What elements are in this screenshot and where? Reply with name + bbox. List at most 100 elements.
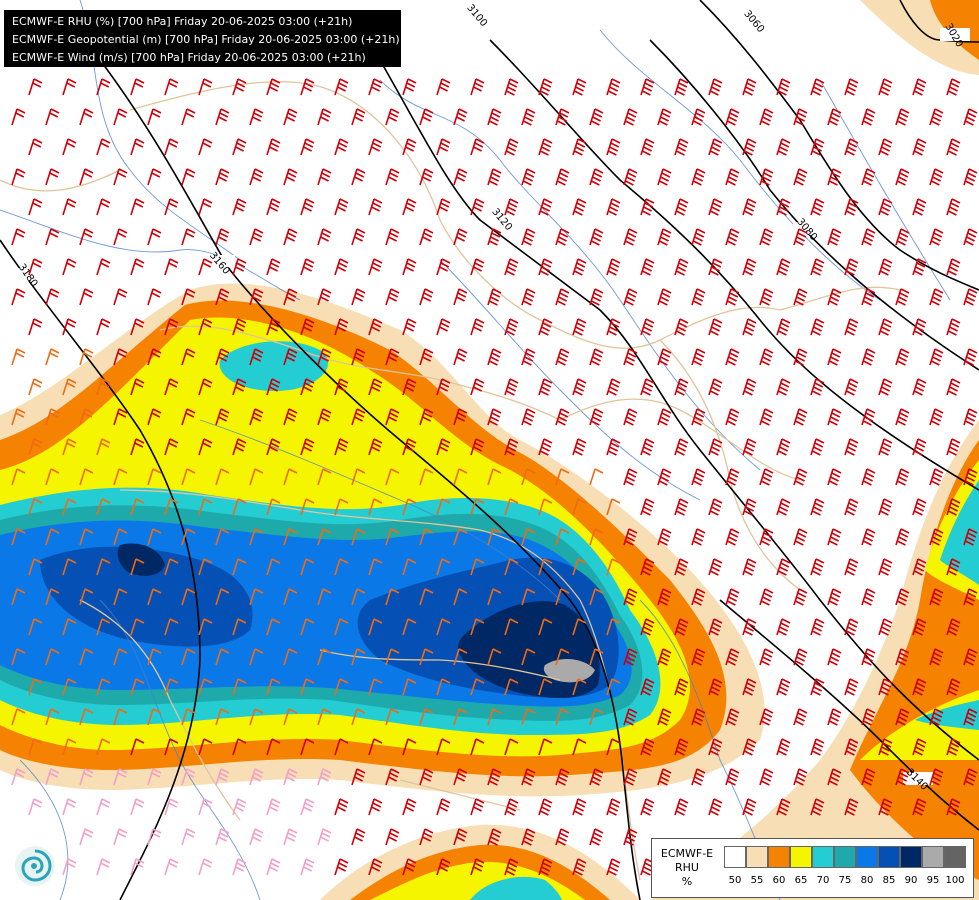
wind-barb (130, 138, 145, 156)
wind-barb (368, 318, 383, 336)
wind-barb (963, 768, 978, 786)
wind-barb (776, 258, 791, 276)
wind-barb (572, 498, 587, 516)
wind-barb (79, 288, 94, 306)
wind-barb (300, 378, 315, 396)
wind-barb (283, 588, 298, 606)
wind-barb (555, 768, 570, 786)
wind-barb (929, 588, 944, 606)
wind-barb (368, 738, 383, 756)
wind-barb (402, 558, 417, 576)
wind-barb (300, 258, 315, 276)
wind-barb (470, 438, 485, 456)
wind-barb (266, 438, 281, 456)
wind-barb (385, 108, 400, 126)
wind-barb (266, 258, 281, 276)
wind-barb (827, 648, 842, 666)
title-rhu: ECMWF-E RHU (%) [700 hPa] Friday 20-06-2… (12, 15, 353, 28)
wind-barb (317, 288, 332, 306)
wind-barb (232, 858, 247, 876)
wind-barb (674, 138, 689, 156)
wind-barb (79, 468, 94, 486)
wind-barb (674, 678, 689, 696)
wind-barb (164, 138, 179, 156)
wind-barb (317, 168, 332, 186)
wind-barb (555, 228, 570, 246)
wind-barb (334, 318, 349, 336)
wind-barb (776, 78, 791, 96)
wind-barb (181, 528, 196, 546)
wind-barb (385, 828, 400, 846)
wind-barb (45, 468, 60, 486)
wind-barb (470, 198, 485, 216)
legend-tick: 95 (926, 875, 940, 886)
legend-tick: 50 (728, 875, 742, 886)
wind-barb (878, 558, 893, 576)
wind-barb (946, 378, 961, 396)
wind-barb (657, 528, 672, 546)
wind-barb (79, 108, 94, 126)
wind-barb (742, 798, 757, 816)
wind-barb (861, 288, 876, 306)
wind-barb (232, 438, 247, 456)
wind-barb (45, 408, 60, 426)
wind-barb (453, 468, 468, 486)
wind-barb (759, 468, 774, 486)
wind-barb (45, 228, 60, 246)
wind-barb (640, 378, 655, 396)
wind-barb (844, 258, 859, 276)
wind-barb (147, 768, 162, 786)
wind-barb (538, 498, 553, 516)
wind-barb (62, 678, 77, 696)
wind-barb (725, 288, 740, 306)
title-wind: ECMWF-E Wind (m/s) [700 hPa] Friday 20-0… (12, 51, 366, 64)
wind-barb (640, 138, 655, 156)
wind-barb (742, 738, 757, 756)
wind-barb (572, 258, 587, 276)
wind-barb (538, 78, 553, 96)
wind-barb (436, 198, 451, 216)
wind-barb (946, 798, 961, 816)
wind-barb (946, 78, 961, 96)
wind-barb (198, 678, 213, 696)
wind-barb (402, 258, 417, 276)
wind-barb (147, 588, 162, 606)
wind-barb (725, 588, 740, 606)
wind-barb (963, 288, 978, 306)
wind-barb (657, 648, 672, 666)
wind-barb (351, 408, 366, 426)
wind-barb (198, 258, 213, 276)
legend-tick: 100 (945, 875, 965, 886)
wind-barb (215, 228, 230, 246)
legend-tick: 60 (772, 875, 786, 886)
wind-barb (130, 438, 145, 456)
wind-barb (232, 198, 247, 216)
wind-barb (810, 738, 825, 756)
wind-barb (283, 768, 298, 786)
wind-barb (164, 858, 179, 876)
wind-barb (844, 198, 859, 216)
wind-barb (436, 498, 451, 516)
wind-barb (810, 438, 825, 456)
wind-barb (963, 108, 978, 126)
rhu-right-70 (940, 480, 979, 585)
wind-barb (198, 318, 213, 336)
wind-barb (249, 228, 264, 246)
wind-barb (912, 558, 927, 576)
wind-barb (419, 828, 434, 846)
wind-barb (708, 438, 723, 456)
wind-barb (215, 648, 230, 666)
wind-barb (844, 438, 859, 456)
wind-barb (215, 768, 230, 786)
wind-barb (793, 348, 808, 366)
wind-barb (79, 168, 94, 186)
legend-swatches (724, 846, 966, 868)
wind-barb (623, 528, 638, 546)
wind-barb (283, 468, 298, 486)
wind-barb (946, 258, 961, 276)
wind-barb (912, 258, 927, 276)
wind-barb (623, 768, 638, 786)
wind-barb (827, 768, 842, 786)
legend-tick: 75 (838, 875, 852, 886)
wind-barb (436, 138, 451, 156)
